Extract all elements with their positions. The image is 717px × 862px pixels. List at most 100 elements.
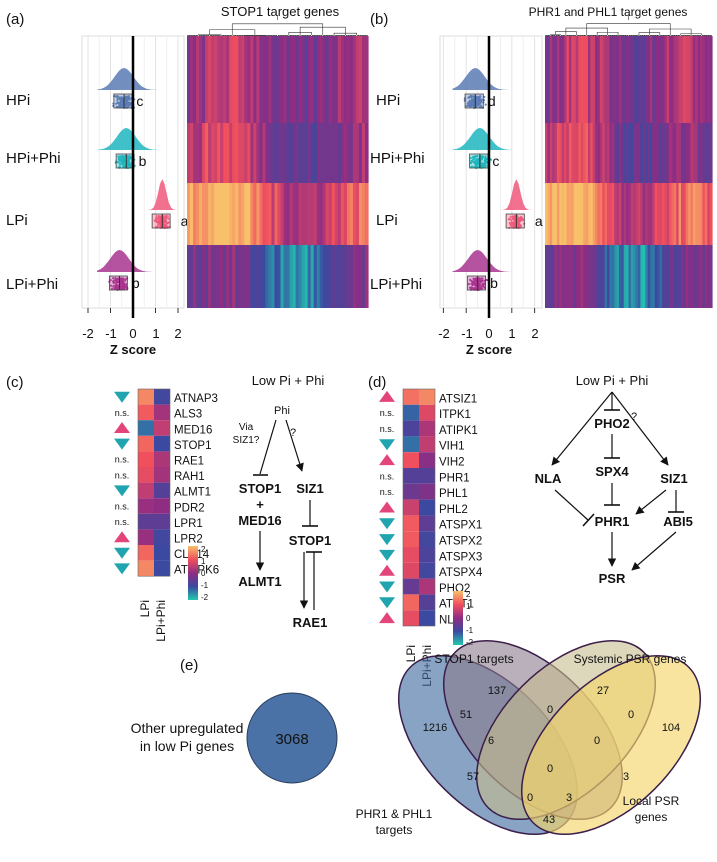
- heatmap-cell: [566, 123, 570, 183]
- heatmap-cell: [568, 123, 572, 183]
- data-point: [470, 287, 473, 290]
- venn-value: 57: [467, 771, 479, 783]
- heatmap-cell: [253, 245, 257, 308]
- heatmap-cell: [280, 245, 285, 308]
- data-point: [513, 218, 517, 221]
- data-point: [155, 217, 159, 220]
- dendrogram-branch: [231, 23, 324, 35]
- scale-tick: 2: [201, 545, 206, 554]
- heatmap-cell: [220, 123, 224, 183]
- heatmap-cell: [688, 123, 692, 183]
- heatmap-cell: [187, 245, 191, 308]
- heatmap-cell: [573, 36, 577, 123]
- venn-label-local-2: genes: [635, 810, 668, 824]
- heatmap-cell: [566, 245, 570, 308]
- heatmap-cell: [298, 36, 303, 123]
- heatmap-cell-lpi: [403, 515, 419, 532]
- heatmap-cell: [262, 183, 267, 245]
- heatmap-cell-lpi: [403, 404, 419, 421]
- heatmap-cell: [618, 123, 622, 183]
- heatmap-cell: [564, 245, 568, 308]
- heatmap-cell: [214, 123, 218, 183]
- axis-tick: 1: [152, 326, 159, 341]
- heatmap-cell: [193, 123, 197, 183]
- heatmap-cell: [298, 245, 303, 308]
- heatmap-cell-lpi: [403, 436, 419, 453]
- heatmap-cell: [331, 183, 336, 245]
- data-point: [119, 96, 123, 99]
- up-marker: [379, 564, 395, 576]
- panel-a-letter: (a): [6, 11, 24, 28]
- heatmap-cell: [238, 183, 242, 245]
- venn-value: 0: [547, 763, 553, 775]
- heatmap-cell: [304, 36, 309, 123]
- gene-label: ATNAP3: [174, 393, 218, 405]
- model-d-pho2: PHO2: [594, 416, 629, 431]
- heatmap-cell-lpi: [403, 468, 419, 484]
- data-point: [114, 95, 117, 98]
- heatmap-cell: [235, 36, 239, 123]
- heatmap-border: [137, 388, 171, 577]
- data-point: [116, 99, 119, 102]
- ns-label: n.s.: [380, 487, 395, 497]
- heatmap-cell: [295, 123, 300, 183]
- heatmap-cell: [645, 123, 649, 183]
- heatmap-cell: [700, 183, 704, 245]
- heatmap-cell: [604, 245, 608, 308]
- data-point: [470, 159, 473, 162]
- heatmap-cell: [645, 36, 649, 123]
- heatmap-cell: [223, 183, 227, 245]
- data-point: [469, 162, 473, 165]
- heatmap-cell: [590, 183, 594, 245]
- heatmap-cell: [250, 183, 254, 245]
- heatmap-cell: [614, 123, 618, 183]
- heatmap-cell: [595, 183, 599, 245]
- data-point: [470, 165, 473, 169]
- venn-value: 0: [527, 792, 533, 804]
- heatmap-cell: [638, 245, 642, 308]
- heatmap-cell: [571, 245, 575, 308]
- venn-value: 1216: [423, 722, 447, 734]
- heatmap-cell: [547, 183, 551, 245]
- model-d-inhibit-bar: [582, 513, 595, 527]
- heatmap-cell: [561, 183, 565, 245]
- data-point: [484, 155, 487, 158]
- heatmap-cell: [602, 183, 606, 245]
- heatmap-cell: [295, 183, 300, 245]
- heatmap-cell: [352, 36, 357, 123]
- panel-c-col-lpiphi: LPi+Phi: [154, 600, 168, 642]
- heatmap-cell: [652, 183, 656, 245]
- down-marker: [114, 391, 130, 403]
- data-point: [517, 222, 521, 225]
- heatmap-cell-lpiphi: [419, 610, 435, 626]
- heatmap-cell: [633, 245, 637, 308]
- heatmap-cell: [585, 183, 589, 245]
- heatmap-cell: [630, 183, 634, 245]
- heatmap-cell: [640, 245, 644, 308]
- data-point: [473, 162, 476, 165]
- panel-c-scale-ticks: 2 1 0 -1 -2: [201, 545, 209, 602]
- heatmap-cell: [666, 123, 670, 183]
- heatmap-cell: [659, 123, 663, 183]
- heatmap-cell: [649, 36, 653, 123]
- heatmap-cell: [271, 36, 276, 123]
- venn-other-label-2: in low Pi genes: [140, 738, 234, 754]
- heatmap-cell-lpiphi: [419, 547, 435, 563]
- heatmap-cell: [654, 123, 658, 183]
- heatmap-cell: [361, 183, 366, 245]
- heatmap-cell: [283, 183, 288, 245]
- heatmap-cell: [702, 123, 706, 183]
- heatmap-cell: [628, 36, 632, 123]
- heatmap-cell: [289, 245, 294, 308]
- heatmap-cell: [673, 245, 677, 308]
- ns-label: n.s.: [380, 424, 395, 434]
- heatmap-cell: [671, 183, 675, 245]
- data-point: [153, 219, 156, 222]
- down-marker: [114, 563, 130, 575]
- data-point: [472, 100, 476, 104]
- heatmap-cell-lpiphi: [419, 515, 435, 532]
- box: [151, 213, 171, 229]
- heatmap-cell: [626, 36, 630, 123]
- axis-tick: -1: [105, 326, 117, 341]
- heatmap-cell: [697, 183, 701, 245]
